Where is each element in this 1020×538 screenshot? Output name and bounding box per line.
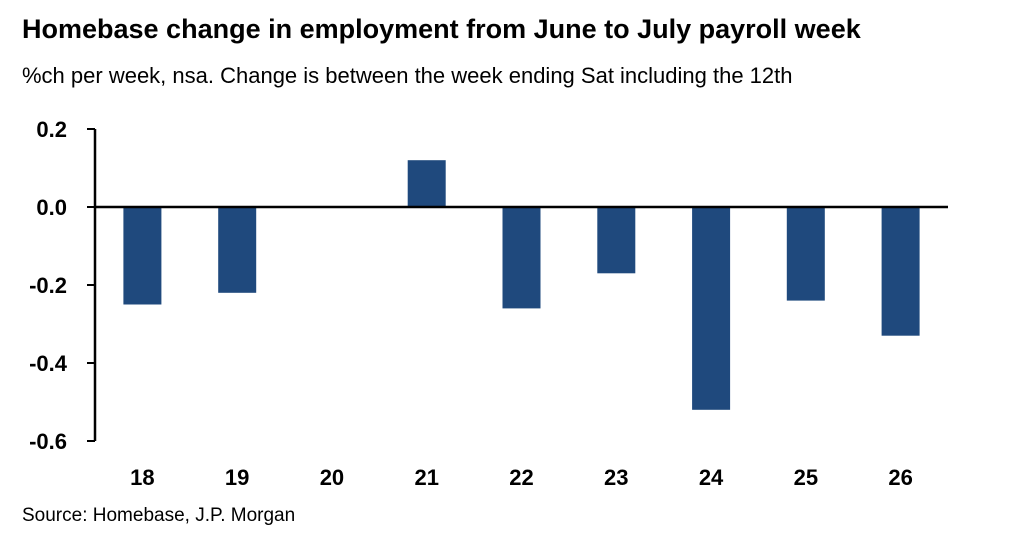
- x-tick-label: 22: [509, 465, 533, 490]
- bar-18: [123, 207, 162, 305]
- bars-group: [123, 160, 920, 410]
- chart-subtitle: %ch per week, nsa. Change is between the…: [22, 63, 793, 88]
- y-tick-label: -0.6: [29, 429, 67, 454]
- x-tick-label: 25: [794, 465, 818, 490]
- bar-21: [407, 160, 446, 207]
- bar-chart: 0.2 0.0 -0.2 -0.4 -0.6 18 19 20 21 22 23 24 25 26: [29, 117, 948, 490]
- y-axis: 0.2 0.0 -0.2 -0.4 -0.6: [29, 117, 97, 454]
- y-tick-label: -0.4: [29, 351, 68, 376]
- x-tick-label: 20: [320, 465, 344, 490]
- x-tick-label: 23: [604, 465, 628, 490]
- y-tick-label: 0.2: [36, 117, 67, 142]
- bar-19: [218, 207, 257, 293]
- bar-23: [597, 207, 636, 274]
- bar-22: [502, 207, 541, 309]
- bar-26: [881, 207, 920, 336]
- x-tick-label: 24: [699, 465, 724, 490]
- x-tick-label: 18: [130, 465, 154, 490]
- x-tick-label: 21: [414, 465, 438, 490]
- chart-source: Source: Homebase, J.P. Morgan: [22, 505, 296, 526]
- x-tick-label: 26: [888, 465, 912, 490]
- x-axis: 18 19 20 21 22 23 24 25 26: [95, 205, 948, 490]
- chart-title: Homebase change in employment from June …: [22, 14, 861, 44]
- bar-24: [692, 207, 731, 410]
- bar-25: [786, 207, 825, 301]
- x-tick-label: 19: [225, 465, 249, 490]
- y-tick-label: -0.2: [29, 273, 67, 298]
- y-tick-label: 0.0: [36, 195, 67, 220]
